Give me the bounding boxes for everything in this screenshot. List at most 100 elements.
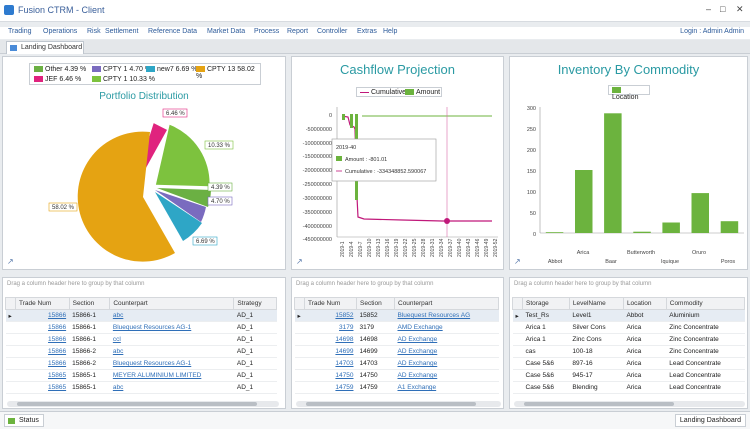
table-row[interactable]: 15866 15866-1 ccl AD_1 <box>5 333 277 346</box>
group-by-hint: Drag a column header here to group by th… <box>514 281 652 287</box>
table-row[interactable]: Case 5&6 Blending Arica Lead Concentrate <box>512 381 745 394</box>
svg-text:Amount : -801.01: Amount : -801.01 <box>345 157 387 163</box>
pie-label: 4.70 % <box>211 199 230 205</box>
menu-reference-data[interactable]: Reference Data <box>148 28 198 35</box>
menu-help[interactable]: Help <box>383 28 398 35</box>
trades-grid-panel-2: Drag a column header here to group by th… <box>291 277 504 409</box>
table-row[interactable]: 15866 15866-2 abc AD_1 <box>5 345 277 358</box>
table-row[interactable]: Arica 1 Silver Cons Arica Zinc Concentrate <box>512 321 745 334</box>
horizontal-scrollbar[interactable] <box>7 401 279 407</box>
column-header[interactable]: LevelName <box>568 297 624 310</box>
column-header[interactable]: Location <box>622 297 667 310</box>
menu-bar: Trading Operations Risk Settlement Refer… <box>0 27 750 39</box>
menu-risk[interactable]: Risk <box>87 28 101 35</box>
column-header[interactable]: Counterpart <box>109 297 235 310</box>
column-header[interactable]: Strategy <box>233 297 277 310</box>
table-row[interactable]: 15865 15865-1 abc AD_1 <box>5 381 277 394</box>
status-button[interactable]: Status <box>4 414 44 427</box>
pie-slice-new7 <box>155 192 202 241</box>
menu-controller[interactable]: Controller <box>317 28 348 35</box>
bar-poros <box>720 221 739 233</box>
x-tick: 2019-16 <box>385 238 391 257</box>
x-tick: 2019-40 <box>457 238 463 257</box>
table-row[interactable]: 14759 14759 A1 Exchange <box>294 381 499 394</box>
column-header[interactable]: Section <box>356 297 395 310</box>
y-tick: 300 <box>527 106 536 112</box>
x-label: Poros <box>721 259 736 265</box>
y-tick: 0 <box>329 113 332 119</box>
trades-grid-2: Trade Num Section Counterpart ▸ 15852 1585… <box>294 297 499 394</box>
table-row[interactable]: 14699 14699 AD Exchange <box>294 345 499 358</box>
table-row[interactable]: 15866 15866-2 Bluequest Resources AG-1 AD_1 <box>5 357 277 370</box>
window-title: Fusion CTRM - Client <box>18 5 105 15</box>
menu-process[interactable]: Process <box>254 28 280 35</box>
menu-extras[interactable]: Extras <box>357 28 377 35</box>
bar-butterworth <box>633 231 651 233</box>
x-tick: 2019-13 <box>376 238 382 257</box>
x-label: Abbot <box>548 259 563 265</box>
x-tick: 2019-4 <box>349 241 355 257</box>
app-logo-icon <box>4 5 14 15</box>
table-row[interactable]: 15865 15865-1 MEYER ALUMINIUM LIMITED AD_1 <box>5 369 277 382</box>
menu-market-data[interactable]: Market Data <box>207 28 246 35</box>
y-tick: 50 <box>530 211 536 217</box>
legend-item: Other 4.39 % <box>34 66 86 73</box>
tab-label: Landing Dashboard <box>21 44 83 51</box>
x-tick: 2019-19 <box>394 238 400 257</box>
table-row[interactable]: ▸ Test_Rs Level1 Abbot Aluminium <box>512 309 745 322</box>
x-tick: 2019-10 <box>367 238 373 257</box>
column-header[interactable]: Trade Num <box>15 297 70 310</box>
group-by-hint: Drag a column header here to group by th… <box>296 281 434 287</box>
table-row[interactable]: 3179 3179 AMD Exchange <box>294 321 499 334</box>
portfolio-legend: Other 4.39 % CPTY 1 4.70 % new7 6.69 % C… <box>29 63 261 85</box>
table-row[interactable]: 15866 15866-1 Bluequest Resources AG-1 AD_1 <box>5 321 277 334</box>
horizontal-scrollbar[interactable] <box>514 401 745 407</box>
table-row[interactable]: Case 5&6 897-16 Arica Lead Concentrate <box>512 357 745 370</box>
tab-landing-dashboard[interactable]: Landing Dashboard <box>6 41 84 54</box>
menu-operations[interactable]: Operations <box>43 28 78 35</box>
menu-settlement[interactable]: Settlement <box>105 28 139 35</box>
maximize-icon[interactable]: □ <box>720 4 726 14</box>
table-row[interactable]: 14698 14698 AD Exchange <box>294 333 499 346</box>
column-header[interactable]: Commodity <box>665 297 746 310</box>
minimize-icon[interactable]: – <box>706 4 712 14</box>
column-header[interactable]: Storage <box>522 297 570 310</box>
y-tick: 250 <box>527 127 536 133</box>
x-label: Oruro <box>692 250 706 256</box>
table-row[interactable]: ▸ 15852 15852 Bluequest Resources AG <box>294 309 499 322</box>
x-tick: 2019-25 <box>412 238 418 257</box>
panel-chart-icon[interactable]: ↗ <box>296 257 303 266</box>
pie-slice-cpty13 <box>77 131 175 262</box>
table-row[interactable]: 14750 14750 AD Exchange <box>294 369 499 382</box>
legend-item: JEF 6.46 % <box>34 76 81 83</box>
x-label: Iquique <box>661 259 679 265</box>
table-row[interactable]: Case 5&6 945-17 Arica Lead Concentrate <box>512 369 745 382</box>
login-info[interactable]: Login : Admin Admin <box>680 28 744 35</box>
chart-tooltip: 2019-40 Amount : -801.01 Cumulative : -3… <box>331 138 437 182</box>
legend-item: Location <box>612 87 649 101</box>
active-tab-indicator[interactable]: Landing Dashboard <box>674 414 746 427</box>
svg-text:2019-40: 2019-40 <box>336 145 356 151</box>
legend-item: Cumulative <box>360 89 406 96</box>
inventory-bar-chart: 0 50 100 150 200 250 300 Abbot Baar Iqui… <box>527 106 744 265</box>
column-header[interactable]: Section <box>68 297 111 310</box>
horizontal-scrollbar[interactable] <box>296 401 501 407</box>
menu-trading[interactable]: Trading <box>8 28 32 35</box>
close-icon[interactable]: ✕ <box>736 4 744 14</box>
cashflow-legend: Cumulative Amount <box>356 87 442 97</box>
pie-label: 6.69 % <box>196 239 215 245</box>
table-row[interactable]: cas 100-18 Arica Zinc Concentrate <box>512 345 745 358</box>
panel-chart-icon[interactable]: ↗ <box>514 257 521 266</box>
y-tick: 0 <box>533 232 536 238</box>
status-bar: Status Landing Dashboard <box>0 411 750 429</box>
menu-report[interactable]: Report <box>287 28 309 35</box>
table-row[interactable]: 14703 14703 AD Exchange <box>294 357 499 370</box>
table-row[interactable]: Arica 1 Zinc Cons Arica Zinc Concentrate <box>512 333 745 346</box>
y-tick: 100 <box>527 190 536 196</box>
column-header[interactable]: Counterpart <box>394 297 499 310</box>
panel-chart-icon[interactable]: ↗ <box>7 257 14 266</box>
table-row[interactable]: ▸ 15866 15866-1 abc AD_1 <box>5 309 277 322</box>
cashflow-line-chart: 0 -50000000 -100000000 -150000000 -20000… <box>303 107 499 257</box>
storage-grid-panel: Drag a column header here to group by th… <box>509 277 748 409</box>
column-header[interactable]: Trade Num <box>304 297 357 310</box>
